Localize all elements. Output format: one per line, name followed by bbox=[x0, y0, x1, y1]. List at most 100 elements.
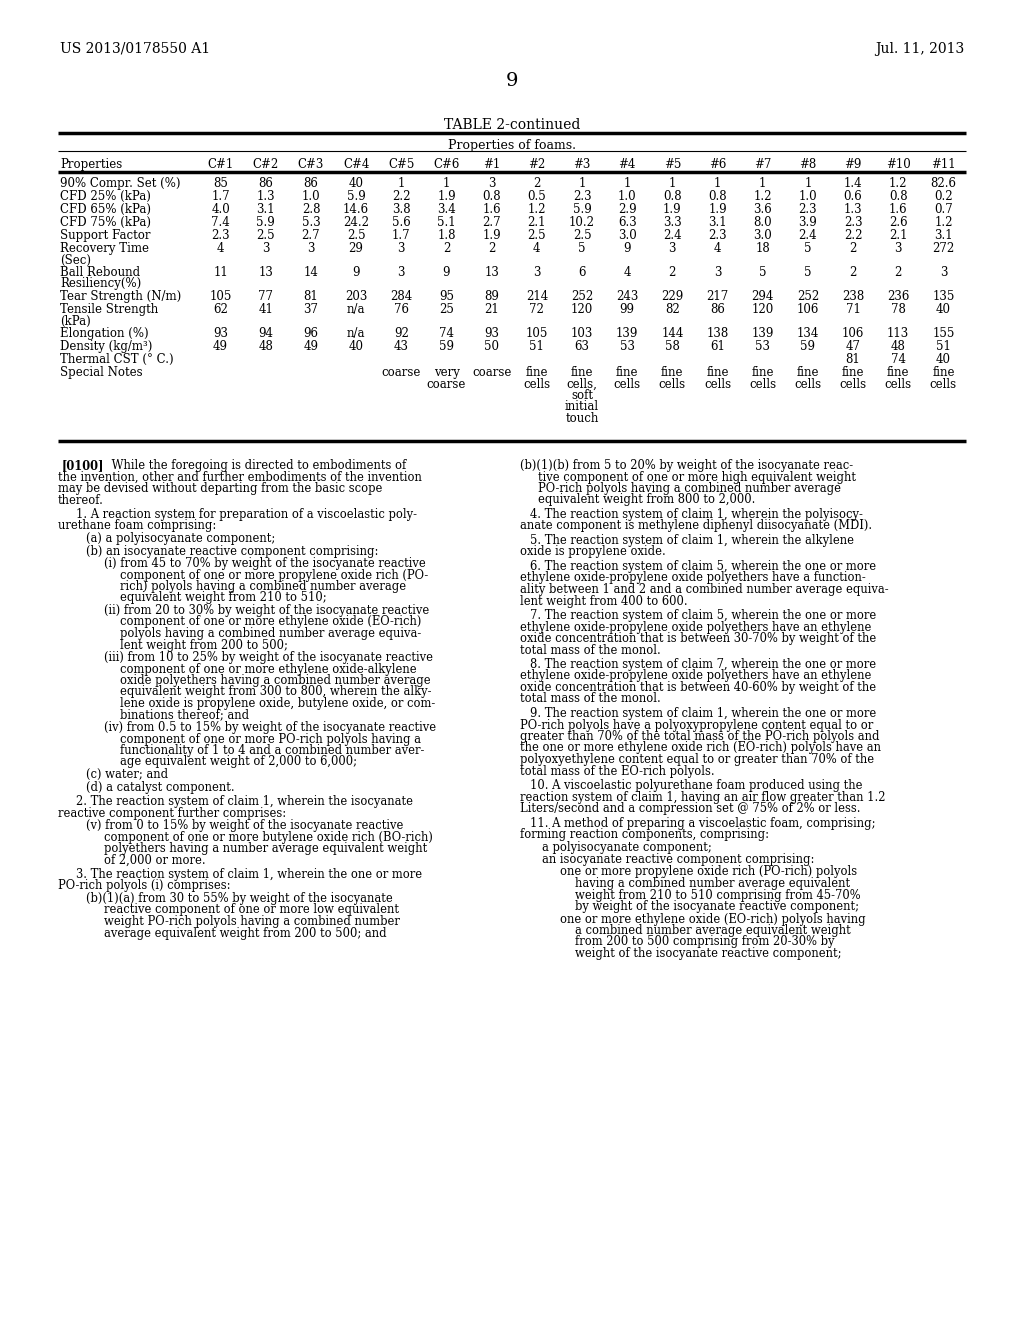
Text: lent weight from 200 to 500;: lent weight from 200 to 500; bbox=[120, 639, 288, 652]
Text: 43: 43 bbox=[394, 341, 409, 352]
Text: 2.1: 2.1 bbox=[527, 216, 546, 228]
Text: 48: 48 bbox=[258, 341, 273, 352]
Text: 11: 11 bbox=[213, 267, 228, 279]
Text: 1: 1 bbox=[669, 177, 676, 190]
Text: equivalent weight from 210 to 510;: equivalent weight from 210 to 510; bbox=[120, 591, 327, 605]
Text: 85: 85 bbox=[213, 177, 228, 190]
Text: 3: 3 bbox=[262, 242, 269, 255]
Text: #2: #2 bbox=[528, 158, 546, 172]
Text: 214: 214 bbox=[525, 290, 548, 304]
Text: touch: touch bbox=[565, 412, 599, 425]
Text: 3: 3 bbox=[534, 267, 541, 279]
Text: Jul. 11, 2013: Jul. 11, 2013 bbox=[874, 42, 964, 55]
Text: Resiliency(%): Resiliency(%) bbox=[60, 277, 141, 290]
Text: 5.9: 5.9 bbox=[347, 190, 366, 203]
Text: 74: 74 bbox=[891, 352, 906, 366]
Text: 120: 120 bbox=[570, 304, 593, 315]
Text: 2: 2 bbox=[442, 242, 451, 255]
Text: lene oxide is propylene oxide, butylene oxide, or com-: lene oxide is propylene oxide, butylene … bbox=[120, 697, 435, 710]
Text: 1: 1 bbox=[714, 177, 721, 190]
Text: may be devised without departing from the basic scope: may be devised without departing from th… bbox=[58, 482, 382, 495]
Text: ethylene oxide-propylene oxide polyethers have an ethylene: ethylene oxide-propylene oxide polyether… bbox=[520, 620, 871, 634]
Text: 5: 5 bbox=[804, 267, 812, 279]
Text: 3.0: 3.0 bbox=[754, 228, 772, 242]
Text: 103: 103 bbox=[570, 327, 593, 341]
Text: 2.3: 2.3 bbox=[844, 216, 862, 228]
Text: fine: fine bbox=[525, 366, 548, 379]
Text: ethylene oxide-propylene oxide polyethers have an ethylene: ethylene oxide-propylene oxide polyether… bbox=[520, 669, 871, 682]
Text: 89: 89 bbox=[484, 290, 499, 304]
Text: 0.8: 0.8 bbox=[709, 190, 727, 203]
Text: 135: 135 bbox=[932, 290, 954, 304]
Text: 1.9: 1.9 bbox=[709, 203, 727, 216]
Text: PO-rich polyols have a polyoxypropylene content equal to or: PO-rich polyols have a polyoxypropylene … bbox=[520, 718, 873, 731]
Text: 2.9: 2.9 bbox=[617, 203, 637, 216]
Text: 4. The reaction system of claim 1, wherein the polyisocy-: 4. The reaction system of claim 1, where… bbox=[530, 508, 863, 521]
Text: 6.3: 6.3 bbox=[617, 216, 637, 228]
Text: 86: 86 bbox=[258, 177, 273, 190]
Text: Properties of foams.: Properties of foams. bbox=[449, 139, 575, 152]
Text: 105: 105 bbox=[525, 327, 548, 341]
Text: cells: cells bbox=[795, 378, 821, 391]
Text: cells: cells bbox=[750, 378, 776, 391]
Text: 5: 5 bbox=[579, 242, 586, 255]
Text: greater than 70% of the total mass of the PO-rich polyols and: greater than 70% of the total mass of th… bbox=[520, 730, 880, 743]
Text: total mass of the monol.: total mass of the monol. bbox=[520, 644, 660, 656]
Text: 3: 3 bbox=[714, 267, 721, 279]
Text: 76: 76 bbox=[394, 304, 409, 315]
Text: 1.6: 1.6 bbox=[482, 203, 501, 216]
Text: 1.9: 1.9 bbox=[437, 190, 456, 203]
Text: 50: 50 bbox=[484, 341, 499, 352]
Text: ethylene oxide-propylene oxide polyethers have a function-: ethylene oxide-propylene oxide polyether… bbox=[520, 572, 865, 585]
Text: 13: 13 bbox=[484, 267, 499, 279]
Text: 1.3: 1.3 bbox=[844, 203, 862, 216]
Text: 37: 37 bbox=[303, 304, 318, 315]
Text: 11. A method of preparing a viscoelastic foam, comprising;: 11. A method of preparing a viscoelastic… bbox=[530, 817, 876, 829]
Text: 1.8: 1.8 bbox=[437, 228, 456, 242]
Text: (c) water; and: (c) water; and bbox=[86, 768, 168, 781]
Text: 2.3: 2.3 bbox=[709, 228, 727, 242]
Text: 21: 21 bbox=[484, 304, 499, 315]
Text: (a) a polyisocyanate component;: (a) a polyisocyanate component; bbox=[86, 532, 275, 545]
Text: reactive component of one or more low equivalent: reactive component of one or more low eq… bbox=[104, 903, 399, 916]
Text: 3: 3 bbox=[669, 242, 676, 255]
Text: cells: cells bbox=[523, 378, 550, 391]
Text: one or more ethylene oxide (EO-rich) polyols having: one or more ethylene oxide (EO-rich) pol… bbox=[560, 912, 865, 925]
Text: 1.9: 1.9 bbox=[482, 228, 501, 242]
Text: coarse: coarse bbox=[472, 366, 511, 379]
Text: 284: 284 bbox=[390, 290, 413, 304]
Text: 5.3: 5.3 bbox=[301, 216, 321, 228]
Text: 1: 1 bbox=[397, 177, 404, 190]
Text: cells: cells bbox=[840, 378, 866, 391]
Text: (Sec): (Sec) bbox=[60, 253, 91, 267]
Text: 3: 3 bbox=[940, 267, 947, 279]
Text: 106: 106 bbox=[797, 304, 819, 315]
Text: 82.6: 82.6 bbox=[931, 177, 956, 190]
Text: fine: fine bbox=[570, 366, 593, 379]
Text: n/a: n/a bbox=[347, 327, 366, 341]
Text: polyethers having a number average equivalent weight: polyethers having a number average equiv… bbox=[104, 842, 427, 855]
Text: oxide concentration that is between 40-60% by weight of the: oxide concentration that is between 40-6… bbox=[520, 681, 877, 694]
Text: C#6: C#6 bbox=[433, 158, 460, 172]
Text: 1.7: 1.7 bbox=[211, 190, 230, 203]
Text: 139: 139 bbox=[752, 327, 774, 341]
Text: 4.0: 4.0 bbox=[211, 203, 230, 216]
Text: an isocyanate reactive component comprising:: an isocyanate reactive component compris… bbox=[542, 853, 814, 866]
Text: 139: 139 bbox=[616, 327, 638, 341]
Text: C#4: C#4 bbox=[343, 158, 370, 172]
Text: 40: 40 bbox=[348, 177, 364, 190]
Text: #8: #8 bbox=[800, 158, 816, 172]
Text: 105: 105 bbox=[209, 290, 231, 304]
Text: a combined number average equivalent weight: a combined number average equivalent wei… bbox=[575, 924, 851, 937]
Text: While the foregoing is directed to embodiments of: While the foregoing is directed to embod… bbox=[108, 459, 407, 473]
Text: CFD 75% (kPa): CFD 75% (kPa) bbox=[60, 216, 151, 228]
Text: #5: #5 bbox=[664, 158, 681, 172]
Text: 86: 86 bbox=[303, 177, 318, 190]
Text: 272: 272 bbox=[932, 242, 954, 255]
Text: oxide polyethers having a combined number average: oxide polyethers having a combined numbe… bbox=[120, 675, 431, 686]
Text: anate component is methylene diphenyl diisocyanate (MDI).: anate component is methylene diphenyl di… bbox=[520, 520, 872, 532]
Text: 78: 78 bbox=[891, 304, 905, 315]
Text: 2.4: 2.4 bbox=[664, 228, 682, 242]
Text: 1: 1 bbox=[442, 177, 451, 190]
Text: 2.5: 2.5 bbox=[347, 228, 366, 242]
